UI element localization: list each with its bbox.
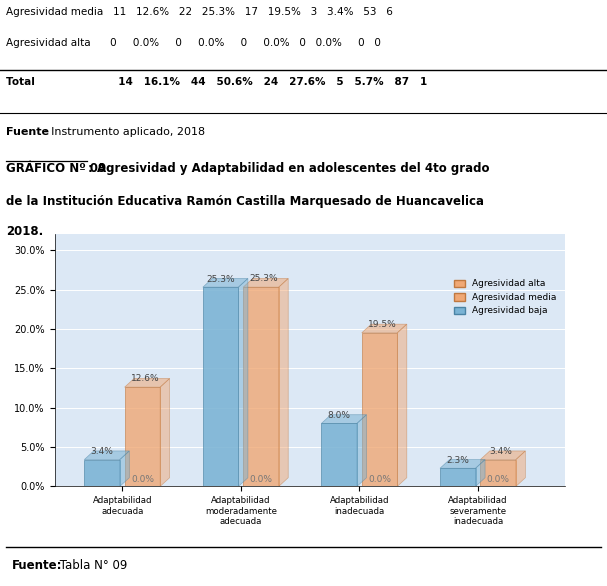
- Text: 0.0%: 0.0%: [487, 475, 510, 483]
- Polygon shape: [84, 459, 120, 486]
- Polygon shape: [516, 451, 526, 486]
- Text: 0.0%: 0.0%: [249, 475, 273, 483]
- Polygon shape: [203, 287, 239, 486]
- Text: GRÁFICO Nº 09: GRÁFICO Nº 09: [6, 162, 106, 175]
- Polygon shape: [124, 387, 160, 486]
- Polygon shape: [357, 415, 367, 486]
- Text: 2018.: 2018.: [6, 225, 43, 238]
- Text: 0.0%: 0.0%: [368, 475, 391, 483]
- Text: 25.3%: 25.3%: [249, 274, 278, 283]
- Text: : Instrumento aplicado, 2018: : Instrumento aplicado, 2018: [44, 127, 205, 137]
- Polygon shape: [322, 415, 367, 423]
- Polygon shape: [475, 459, 485, 486]
- Polygon shape: [480, 459, 516, 486]
- Text: : Agresividad y Adaptabilidad en adolescentes del 4to grado: : Agresividad y Adaptabilidad en adolesc…: [88, 162, 489, 175]
- Text: Agresividad media   11   12.6%   22   25.3%   17   19.5%   3   3.4%   53   6: Agresividad media 11 12.6% 22 25.3% 17 1…: [6, 7, 393, 17]
- Polygon shape: [243, 287, 279, 486]
- Text: 25.3%: 25.3%: [206, 275, 235, 284]
- Polygon shape: [362, 333, 398, 486]
- Text: 0.0%: 0.0%: [131, 475, 154, 483]
- Polygon shape: [160, 379, 169, 486]
- Polygon shape: [440, 468, 475, 486]
- Polygon shape: [203, 278, 248, 287]
- Polygon shape: [120, 451, 129, 486]
- Text: Fuente: Fuente: [6, 127, 49, 137]
- Polygon shape: [239, 278, 248, 486]
- Text: 8.0%: 8.0%: [328, 411, 351, 420]
- Polygon shape: [84, 451, 129, 459]
- Text: 12.6%: 12.6%: [131, 374, 160, 383]
- Polygon shape: [362, 324, 407, 333]
- Polygon shape: [398, 324, 407, 486]
- Text: 3.4%: 3.4%: [489, 447, 512, 456]
- Text: Agresividad alta      0     0.0%     0     0.0%     0     0.0%   0   0.0%     0 : Agresividad alta 0 0.0% 0 0.0% 0 0.0% 0 …: [6, 38, 381, 47]
- Text: Tabla N° 09: Tabla N° 09: [56, 559, 128, 573]
- Text: 19.5%: 19.5%: [368, 320, 397, 329]
- Polygon shape: [322, 423, 357, 486]
- Text: Fuente:: Fuente:: [12, 559, 63, 573]
- Legend: Agresividad alta, Agresividad media, Agresividad baja: Agresividad alta, Agresividad media, Agr…: [450, 276, 560, 319]
- Polygon shape: [124, 379, 169, 387]
- Polygon shape: [279, 278, 288, 486]
- Polygon shape: [440, 459, 485, 468]
- Text: Total                       14   16.1%   44   50.6%   24   27.6%   5   5.7%   87: Total 14 16.1% 44 50.6% 24 27.6% 5 5.7% …: [6, 77, 427, 87]
- Text: 2.3%: 2.3%: [446, 456, 469, 465]
- Text: de la Institución Educativa Ramón Castilla Marquesado de Huancavelica: de la Institución Educativa Ramón Castil…: [6, 195, 484, 207]
- Polygon shape: [243, 278, 288, 287]
- Text: 3.4%: 3.4%: [90, 448, 114, 456]
- Polygon shape: [480, 451, 526, 459]
